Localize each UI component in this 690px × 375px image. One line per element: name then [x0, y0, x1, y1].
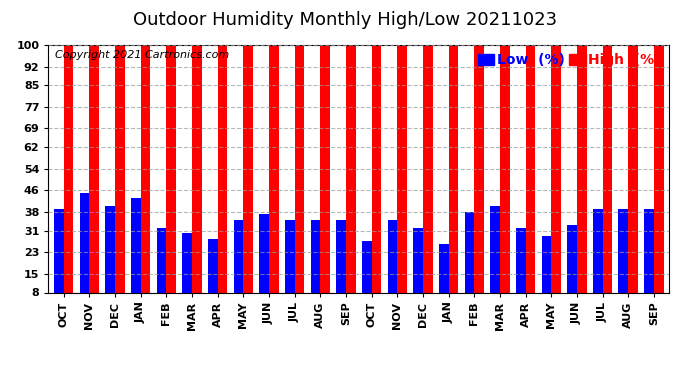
Bar [285, 220, 295, 292]
Bar [217, 24, 228, 293]
Bar [115, 24, 125, 293]
Bar [423, 24, 433, 293]
Bar [244, 24, 253, 293]
Bar [362, 242, 372, 292]
Bar [526, 24, 535, 293]
Bar [618, 209, 628, 292]
Bar [654, 24, 664, 293]
Bar [106, 206, 115, 292]
Bar [192, 24, 201, 293]
Bar [577, 24, 586, 293]
Bar [54, 209, 63, 292]
Bar [602, 24, 612, 293]
Bar [182, 233, 192, 292]
Bar [234, 220, 244, 292]
Bar [166, 24, 176, 293]
Bar [593, 209, 602, 292]
Bar [131, 198, 141, 292]
Bar [500, 24, 510, 293]
Bar [157, 228, 166, 292]
Bar [413, 228, 423, 292]
Bar [295, 24, 304, 293]
Bar [644, 209, 654, 292]
Bar [310, 220, 320, 292]
Bar [79, 193, 90, 292]
Bar [474, 37, 484, 292]
Text: Outdoor Humidity Monthly High/Low 20211023: Outdoor Humidity Monthly High/Low 202110… [133, 11, 557, 29]
Bar [439, 244, 449, 292]
Bar [208, 239, 217, 292]
Bar [141, 24, 150, 293]
Bar [320, 24, 330, 293]
Bar [397, 24, 407, 293]
Bar [372, 24, 382, 293]
Bar [542, 236, 551, 292]
Bar [63, 24, 73, 293]
Bar [388, 220, 397, 292]
Bar [516, 228, 526, 292]
Bar [90, 24, 99, 293]
Bar [551, 24, 561, 293]
Text: Copyright 2021 Cartronics.com: Copyright 2021 Cartronics.com [55, 50, 229, 60]
Bar [269, 24, 279, 293]
Bar [259, 214, 269, 292]
Bar [628, 24, 638, 293]
Bar [490, 206, 500, 292]
Legend: Low  (%), High  (%): Low (%), High (%) [476, 52, 662, 69]
Bar [346, 24, 356, 293]
Bar [336, 220, 346, 292]
Bar [448, 24, 458, 293]
Bar [567, 225, 577, 292]
Bar [464, 212, 474, 292]
